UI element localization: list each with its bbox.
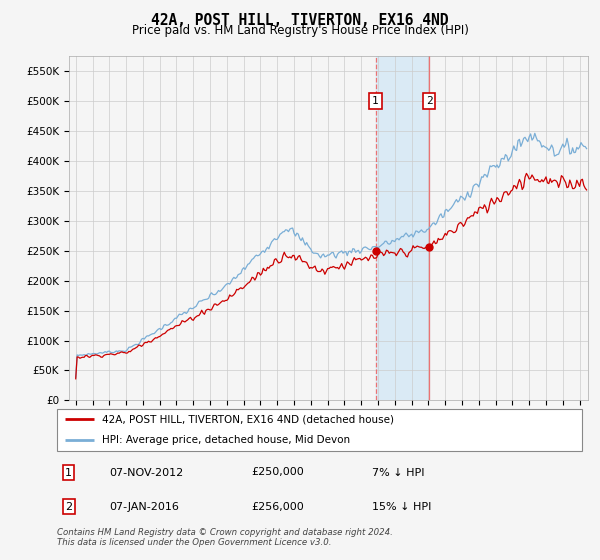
Bar	[376, 56, 429, 400]
Text: £256,000: £256,000	[251, 502, 304, 512]
Text: Price paid vs. HM Land Registry's House Price Index (HPI): Price paid vs. HM Land Registry's House …	[131, 24, 469, 37]
Text: HPI: Average price, detached house, Mid Devon: HPI: Average price, detached house, Mid …	[101, 435, 350, 445]
Text: 07-JAN-2016: 07-JAN-2016	[110, 502, 179, 512]
Text: 2: 2	[65, 502, 72, 512]
Text: £250,000: £250,000	[251, 468, 304, 478]
Text: 07-NOV-2012: 07-NOV-2012	[110, 468, 184, 478]
FancyBboxPatch shape	[57, 409, 582, 451]
Text: 15% ↓ HPI: 15% ↓ HPI	[372, 502, 431, 512]
Text: 2: 2	[426, 96, 433, 106]
Text: Contains HM Land Registry data © Crown copyright and database right 2024.
This d: Contains HM Land Registry data © Crown c…	[57, 528, 393, 547]
Text: 7% ↓ HPI: 7% ↓ HPI	[372, 468, 425, 478]
Text: 42A, POST HILL, TIVERTON, EX16 4ND: 42A, POST HILL, TIVERTON, EX16 4ND	[151, 13, 449, 28]
Text: 42A, POST HILL, TIVERTON, EX16 4ND (detached house): 42A, POST HILL, TIVERTON, EX16 4ND (deta…	[101, 414, 394, 424]
Text: 1: 1	[65, 468, 72, 478]
Text: 1: 1	[372, 96, 379, 106]
